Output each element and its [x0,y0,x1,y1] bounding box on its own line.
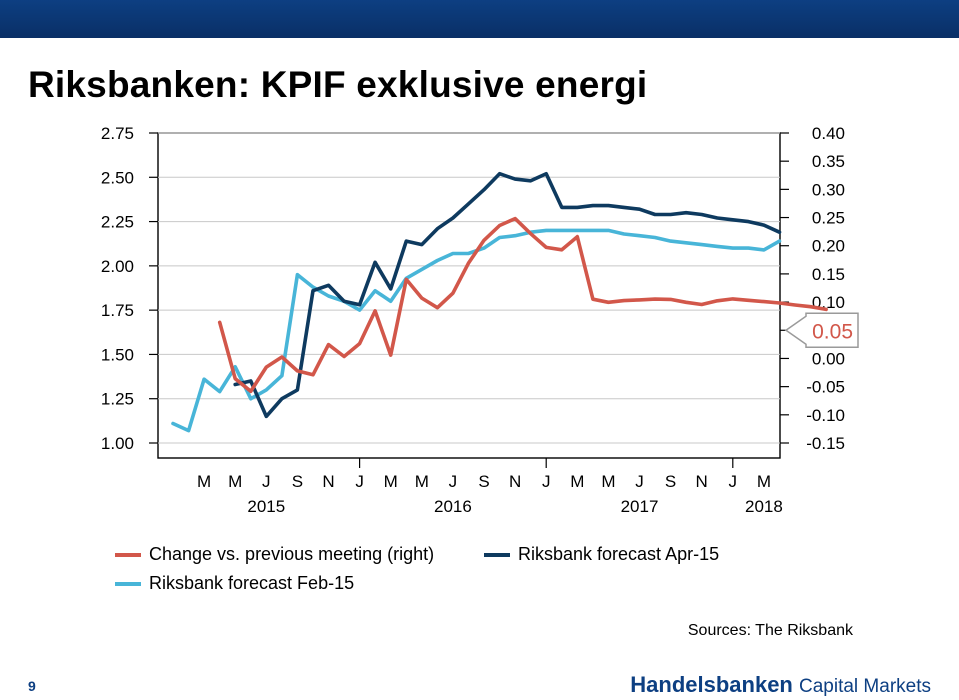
x-tick-label: M [601,472,615,491]
x-tick-label: J [449,472,458,491]
x-tick-label: M [570,472,584,491]
x-tick-label: M [197,472,211,491]
page-number: 9 [28,678,36,694]
series-line-feb15 [171,228,782,433]
left-tick-label: 1.75 [101,301,134,320]
callout-value: 0.05 [812,320,853,343]
x-tick-label: N [696,472,708,491]
right-tick-label: 0.15 [812,265,845,284]
slide-title: Riksbanken: KPIF exklusive energi [28,64,648,105]
right-tick-label: 0.35 [812,152,845,171]
header-band [0,0,959,38]
right-tick-label: 0.25 [812,209,845,228]
left-tick-label: 1.00 [101,434,134,453]
brand-logo: Handelsbanken Capital Markets [630,672,931,698]
x-year-label: 2018 [745,497,783,516]
x-year-label: 2015 [247,497,285,516]
series-line-change [217,216,828,394]
x-tick-label: N [322,472,334,491]
x-tick-label: M [384,472,398,491]
left-tick-label: 2.00 [101,257,134,276]
series-line-apr15 [233,171,782,419]
x-tick-label: J [635,472,644,491]
brand-name: Handelsbanken [630,672,793,697]
brand-suffix: Capital Markets [799,676,931,697]
x-tick-label: J [262,472,271,491]
left-tick-label: 2.25 [101,213,134,232]
left-tick-label: 1.50 [101,345,134,364]
x-tick-label: S [292,472,303,491]
x-tick-label: J [355,472,364,491]
x-tick-label: M [415,472,429,491]
left-tick-label: 2.75 [101,124,134,143]
left-tick-label: 2.50 [101,168,134,187]
right-tick-label: -0.15 [806,434,845,453]
sources-note: Sources: The Riksbank [687,622,853,639]
x-year-label: 2016 [434,497,472,516]
x-tick-label: J [729,472,738,491]
right-tick-label: 0.30 [812,180,845,199]
right-tick-label: 0.40 [812,124,845,143]
x-tick-label: M [228,472,242,491]
right-tick-label: 0.20 [812,237,845,256]
x-tick-label: J [542,472,551,491]
x-tick-label: S [665,472,676,491]
right-tick-label: -0.05 [806,378,845,397]
x-tick-label: S [478,472,489,491]
callout-box [784,312,859,349]
x-tick-label: N [509,472,521,491]
right-tick-label: -0.10 [806,406,845,425]
plot-frame [157,132,781,459]
right-tick-label: 0.00 [812,349,845,368]
x-year-label: 2017 [621,497,659,516]
left-tick-label: 1.25 [101,390,134,409]
x-tick-label: M [757,472,771,491]
